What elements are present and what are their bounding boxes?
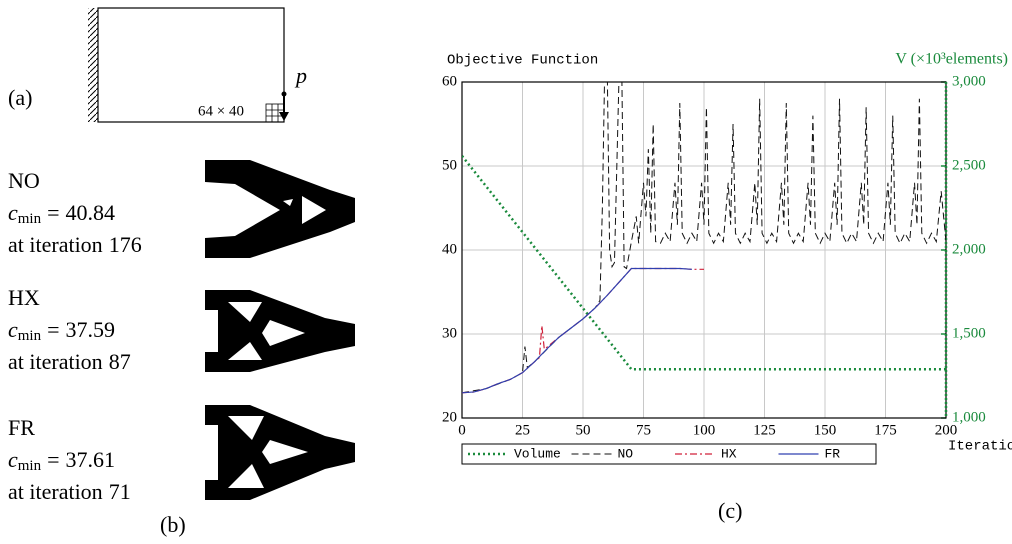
iteration-value: 71 <box>109 479 131 504</box>
y2-tick-label: 1,000 <box>952 409 986 425</box>
symbol: c <box>8 317 18 342</box>
x-tick-label: 175 <box>874 422 897 438</box>
mesh-label: 64 × 40 <box>198 103 244 119</box>
legend-box <box>461 443 877 465</box>
legend-label: HX <box>721 446 737 461</box>
load-point <box>281 91 287 97</box>
relation: = <box>47 447 59 472</box>
y-tick-label: 40 <box>442 241 457 257</box>
relation: = <box>47 200 59 225</box>
iteration-text: at iteration <box>8 479 103 504</box>
iteration-value: 87 <box>109 349 131 374</box>
method-name: HX <box>8 285 40 310</box>
panel-label: (b) <box>160 512 186 537</box>
plot-lines <box>462 82 946 394</box>
panel-label: (c) <box>718 498 742 523</box>
symbol: c <box>8 200 18 225</box>
iteration: at iteration 87 <box>8 349 131 374</box>
iteration: at iteration 71 <box>8 479 131 504</box>
load-label: p <box>294 63 307 88</box>
y-tick-label: 50 <box>442 157 457 173</box>
y-tick-label: 30 <box>442 325 457 341</box>
x-tick-label: 125 <box>753 422 776 438</box>
topology-hx <box>205 290 355 372</box>
x-tick-label: 25 <box>515 422 530 438</box>
y2-tick-label: 2,500 <box>952 157 986 173</box>
subscript: min <box>18 211 42 227</box>
compliance: cmin = 37.59 <box>8 317 115 344</box>
design-domain <box>97 7 285 123</box>
series-line <box>462 267 692 394</box>
legend-label: Volume <box>514 446 561 461</box>
compliance: cmin = 40.84 <box>8 200 115 227</box>
x-tick-label: 50 <box>576 422 591 438</box>
legend-label: FR <box>825 446 841 461</box>
y2-tick-label: 1,500 <box>952 325 986 341</box>
y2-tick-label: 2,000 <box>952 241 986 257</box>
panel-label: (a) <box>8 85 32 110</box>
symbol: c <box>8 447 18 472</box>
iteration-text: at iteration <box>8 349 103 374</box>
y-tick-label: 60 <box>442 73 457 89</box>
topology-no <box>205 160 355 258</box>
mesh-grid <box>265 103 285 123</box>
relation: = <box>47 317 59 342</box>
iteration-text: at iteration <box>8 232 103 257</box>
series-line <box>462 82 946 394</box>
series-line <box>462 155 946 371</box>
iteration: at iteration 176 <box>8 232 142 257</box>
x-tick-label: 150 <box>814 422 837 438</box>
y-axis-label: Objective Function <box>447 53 598 69</box>
x-tick-label: 100 <box>693 422 716 438</box>
y-tick-label: 20 <box>442 409 457 425</box>
topology-fr <box>205 405 355 500</box>
x-tick-label: 200 <box>935 422 958 438</box>
method-name: NO <box>8 168 40 193</box>
compliance-value: 40.84 <box>66 200 116 225</box>
x-tick-label: 0 <box>458 422 466 438</box>
method-name: FR <box>8 415 35 440</box>
compliance-value: 37.61 <box>66 447 116 472</box>
x-tick-label: 75 <box>636 422 651 438</box>
legend-label: NO <box>618 446 634 461</box>
subscript: min <box>18 328 42 344</box>
support-hatch <box>88 8 98 122</box>
compliance-value: 37.59 <box>66 317 116 342</box>
x-axis-label: Iterations <box>948 439 1012 455</box>
y2-axis-label: V (×10³elements) <box>895 51 1008 68</box>
compliance: cmin = 37.61 <box>8 447 115 474</box>
iteration-value: 176 <box>109 232 142 257</box>
subscript: min <box>18 458 42 474</box>
y2-tick-label: 3,000 <box>952 73 986 89</box>
